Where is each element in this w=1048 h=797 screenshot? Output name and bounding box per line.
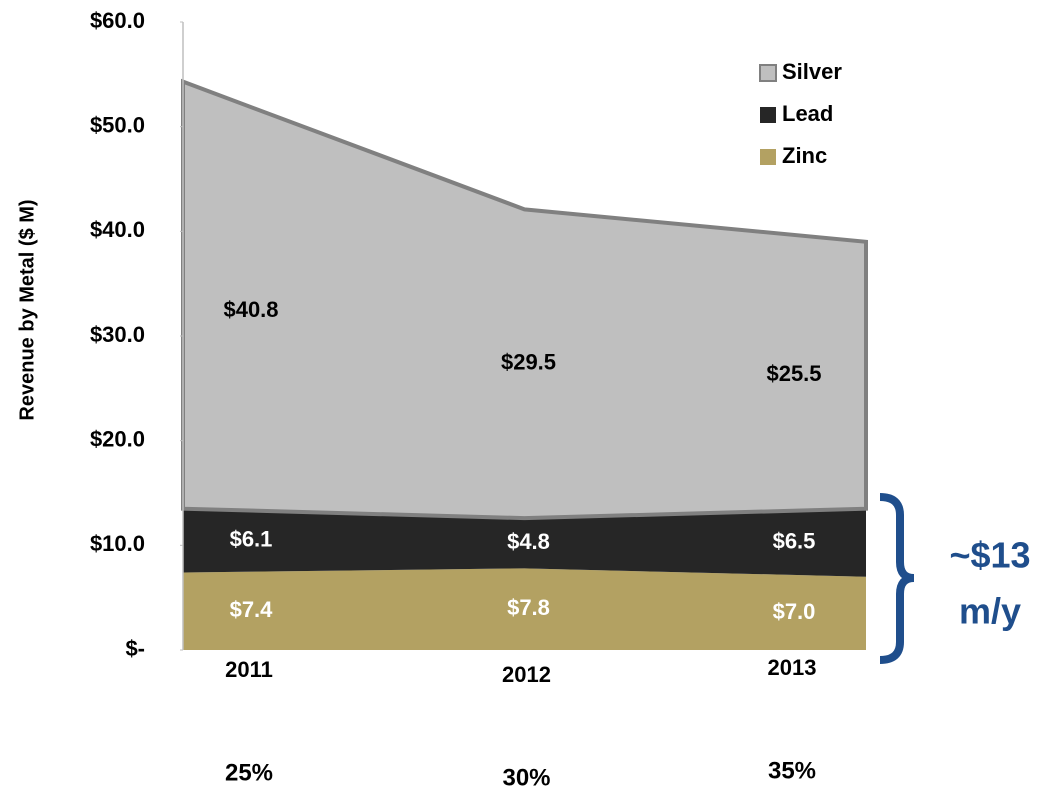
data-label: $7.0	[773, 599, 816, 624]
y-axis-label: Revenue by Metal ($ M)	[16, 199, 38, 420]
y-tick-label: $40.0	[90, 217, 145, 242]
data-label: $6.1	[230, 526, 273, 551]
area	[183, 508, 866, 577]
legend-label: Zinc	[782, 143, 827, 168]
data-label: $4.8	[507, 529, 550, 554]
x-tick-label: 2012	[502, 662, 551, 687]
y-tick-label: $30.0	[90, 322, 145, 347]
legend-swatch	[759, 64, 777, 82]
legend-label: Lead	[782, 101, 833, 126]
y-tick-label: $60.0	[90, 8, 145, 33]
y-tick-label: $50.0	[90, 112, 145, 137]
data-label: $7.4	[230, 597, 274, 622]
legend-swatch	[760, 149, 776, 165]
area	[183, 568, 866, 650]
data-label: $7.8	[507, 595, 550, 620]
x-sublabel: 25%	[225, 759, 273, 786]
x-sublabel: 35%	[768, 757, 816, 784]
data-label: $6.5	[773, 529, 816, 554]
annotation: m/y	[959, 591, 1021, 632]
y-tick-label: $-	[125, 636, 145, 661]
legend-label: Silver	[782, 59, 842, 84]
data-label: $40.8	[223, 297, 278, 322]
data-label: $29.5	[501, 350, 556, 375]
y-tick-label: $10.0	[90, 531, 145, 556]
x-sublabel: 30%	[502, 764, 550, 791]
bracket	[879, 493, 915, 664]
annotation: ~$13	[949, 535, 1030, 576]
area	[181, 78, 868, 521]
data-label: $25.5	[766, 361, 821, 386]
x-tick-label: 2013	[768, 655, 817, 680]
x-tick-label: 2011	[225, 657, 273, 682]
y-tick-label: $20.0	[90, 426, 145, 451]
legend-swatch	[760, 107, 776, 123]
